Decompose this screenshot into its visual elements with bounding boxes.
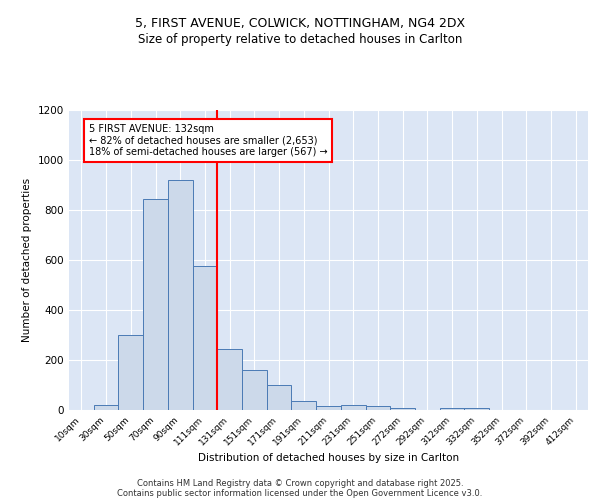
Bar [143, 198, 168, 410]
Bar [365, 406, 390, 410]
Y-axis label: Number of detached properties: Number of detached properties [22, 178, 32, 342]
Bar [193, 266, 217, 410]
Bar [217, 349, 242, 410]
Bar [292, 401, 316, 410]
Bar [267, 385, 292, 410]
Bar [168, 180, 193, 410]
Bar [316, 406, 341, 410]
Bar [118, 335, 143, 410]
Text: Contains public sector information licensed under the Open Government Licence v3: Contains public sector information licen… [118, 488, 482, 498]
Bar [242, 370, 267, 410]
Bar [94, 405, 118, 410]
Text: Contains HM Land Registry data © Crown copyright and database right 2025.: Contains HM Land Registry data © Crown c… [137, 478, 463, 488]
X-axis label: Distribution of detached houses by size in Carlton: Distribution of detached houses by size … [198, 452, 459, 462]
Bar [464, 408, 489, 410]
Bar [440, 408, 464, 410]
Bar [390, 408, 415, 410]
Text: Size of property relative to detached houses in Carlton: Size of property relative to detached ho… [138, 32, 462, 46]
Bar [341, 404, 365, 410]
Text: 5 FIRST AVENUE: 132sqm
← 82% of detached houses are smaller (2,653)
18% of semi-: 5 FIRST AVENUE: 132sqm ← 82% of detached… [89, 124, 328, 157]
Text: 5, FIRST AVENUE, COLWICK, NOTTINGHAM, NG4 2DX: 5, FIRST AVENUE, COLWICK, NOTTINGHAM, NG… [135, 18, 465, 30]
